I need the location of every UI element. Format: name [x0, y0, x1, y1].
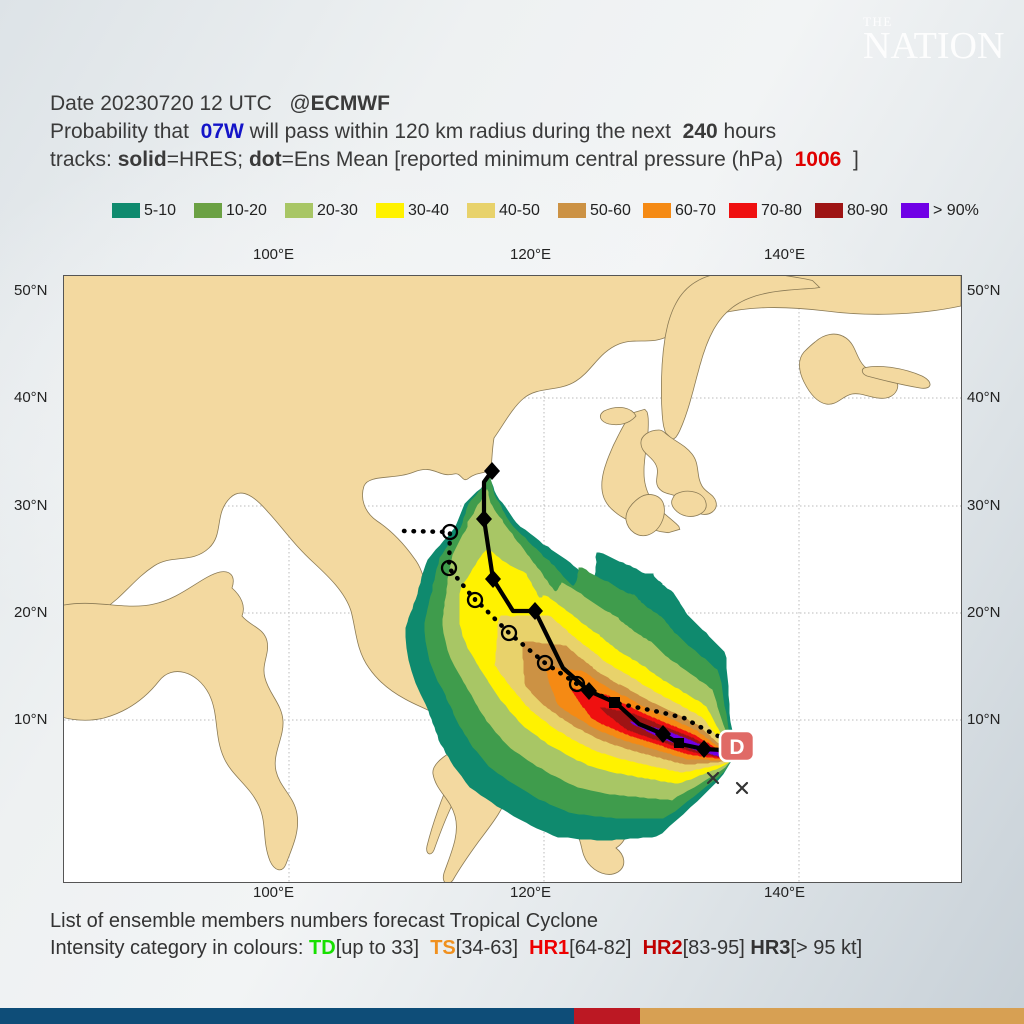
svg-text:D: D — [729, 736, 744, 759]
